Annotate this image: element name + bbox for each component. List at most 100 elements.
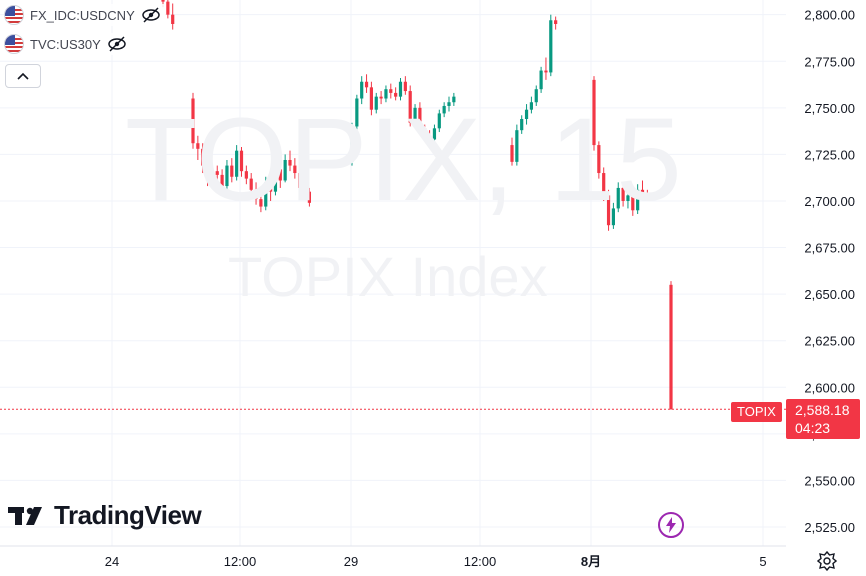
candle-body: [592, 79, 596, 146]
x-tick-label: 5: [759, 554, 766, 569]
candle-body: [606, 195, 611, 226]
legend-symbol: FX_IDC:USDCNY: [30, 7, 135, 23]
candle-body: [273, 169, 278, 192]
candle: [225, 159, 229, 190]
candle: [220, 169, 224, 192]
candle-body: [631, 195, 635, 211]
legend-row-usdcny[interactable]: FX_IDC:USDCNY: [4, 4, 165, 26]
candle-body: [364, 81, 369, 88]
candle: [364, 74, 369, 93]
candle: [621, 184, 625, 207]
candle-body: [452, 96, 456, 103]
candle-body: [398, 81, 403, 97]
bar-countdown: 04:23: [795, 420, 831, 436]
candle-body: [616, 187, 620, 209]
candle-body: [621, 187, 625, 201]
candle: [302, 176, 307, 200]
candle: [360, 76, 364, 105]
candle: [423, 124, 427, 142]
candle: [452, 92, 456, 106]
candle: [298, 167, 302, 194]
candle: [278, 159, 282, 188]
candle: [437, 109, 441, 133]
candle-body: [264, 182, 268, 207]
candle-body: [539, 70, 543, 90]
candle-body: [235, 150, 239, 177]
candle: [611, 202, 615, 229]
candle-body: [161, 0, 165, 2]
y-tick-label: 2,675.00: [804, 241, 855, 256]
candle-body: [215, 171, 219, 175]
candle-body: [544, 70, 548, 73]
candle: [307, 187, 311, 207]
candle-body: [369, 87, 373, 110]
candle: [640, 180, 645, 198]
candles: [161, 0, 673, 410]
candle-body: [384, 89, 388, 99]
tradingview-logo-icon: [8, 506, 42, 525]
eye-off-icon[interactable]: [107, 36, 127, 52]
candle-body: [171, 14, 175, 24]
candle-body: [549, 20, 553, 73]
candle-body: [166, 1, 170, 15]
candle-body: [597, 145, 601, 174]
candle-body: [355, 98, 359, 127]
brand-name: TradingView: [54, 500, 202, 530]
candle-body: [447, 102, 451, 106]
x-tick-label: 24: [105, 554, 119, 569]
x-tick-label: 29: [344, 554, 358, 569]
candle: [269, 171, 273, 201]
flash-button[interactable]: [658, 512, 684, 538]
candle: [616, 182, 620, 213]
last-price-label: 2,588.18 04:23: [786, 399, 860, 439]
candle: [161, 0, 165, 8]
candle-body: [288, 159, 292, 166]
tradingview-logo[interactable]: TradingView: [8, 500, 202, 531]
legend-symbol: TVC:US30Y: [30, 36, 101, 52]
x-tick-label: 12:00: [464, 554, 497, 569]
us-flag-icon: [4, 5, 24, 25]
candle-body: [640, 189, 645, 194]
candle: [636, 184, 640, 215]
watermark-symbol: TOPIX, 15: [125, 94, 683, 226]
candle: [201, 143, 205, 174]
y-axis: 2,525.002,550.002,575.002,600.002,625.00…: [804, 8, 855, 535]
candle: [529, 96, 533, 114]
candle: [510, 137, 514, 166]
candle-body: [302, 187, 307, 192]
candle-body: [442, 105, 446, 114]
eye-off-icon[interactable]: [141, 7, 161, 23]
y-tick-label: 2,800.00: [804, 8, 855, 23]
gear-icon[interactable]: [817, 551, 837, 571]
candle: [293, 158, 297, 179]
candle-body: [278, 169, 282, 181]
candle-body: [529, 102, 533, 110]
candle: [515, 124, 519, 166]
candle: [539, 66, 543, 93]
watermark-description: TOPIX Index: [228, 245, 548, 308]
candle: [379, 91, 383, 105]
candle-body: [611, 208, 615, 226]
candle-body: [210, 171, 214, 181]
candle-body: [201, 148, 205, 166]
legend-collapse-button[interactable]: [5, 64, 41, 88]
y-tick-label: 2,725.00: [804, 147, 855, 162]
candle: [394, 87, 398, 101]
candle-body: [389, 89, 393, 93]
price-symbol-label: TOPIX: [731, 402, 782, 422]
legend-row-us30y[interactable]: TVC:US30Y: [4, 33, 131, 55]
candle-body: [283, 159, 287, 181]
candle: [418, 102, 422, 133]
candle-body: [554, 20, 558, 24]
candle-body: [196, 143, 200, 149]
candle: [259, 191, 263, 213]
candle: [369, 81, 373, 116]
candle: [384, 85, 388, 103]
candle-body: [418, 107, 422, 129]
lightning-icon: [666, 517, 676, 533]
candle-body: [437, 113, 441, 129]
candle: [544, 57, 548, 80]
y-tick-label: 2,525.00: [804, 520, 855, 535]
candle-body: [408, 91, 412, 123]
last-price-value: 2,588.18: [795, 402, 850, 418]
